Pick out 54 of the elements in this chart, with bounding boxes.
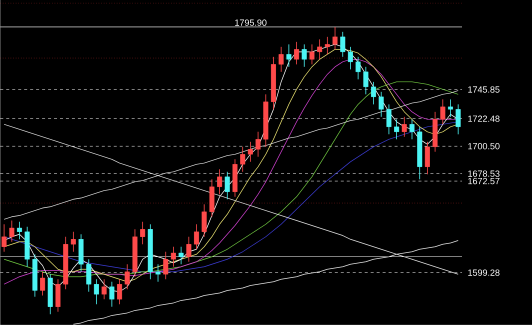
y-tick-label: 1700.50 <box>468 143 500 150</box>
candlestick <box>70 231 76 252</box>
candlestick <box>424 141 430 175</box>
candlestick <box>409 118 415 140</box>
candlestick <box>371 82 376 105</box>
candlestick <box>386 104 392 135</box>
candlestick <box>309 44 314 65</box>
candlestick <box>286 44 292 68</box>
candlestick <box>440 99 446 125</box>
candlestick <box>224 171 230 200</box>
candlestick <box>9 220 14 242</box>
candlestick <box>248 141 253 162</box>
candlestick <box>94 278 99 305</box>
candlestick <box>55 278 60 312</box>
candlestick <box>456 104 461 135</box>
candlestick <box>109 281 114 308</box>
candlestick <box>356 56 361 80</box>
candlestick <box>217 168 222 195</box>
candlestick <box>117 278 122 305</box>
candlestick <box>394 118 400 140</box>
candlestick <box>16 221 22 240</box>
candlestick <box>178 246 184 265</box>
y-tick-label: 1678.53 <box>468 170 500 177</box>
y-tick-label: 1672.57 <box>468 178 500 184</box>
ref-line-label: 1795.90 <box>235 20 267 26</box>
candlestick <box>170 246 176 268</box>
candlestick <box>194 224 200 250</box>
candlestick <box>163 251 168 280</box>
candlestick <box>124 264 130 290</box>
candlestick <box>317 39 322 60</box>
candlestick <box>402 116 407 138</box>
candlestick <box>156 264 161 282</box>
candlestick <box>40 271 46 296</box>
candlestick <box>86 258 92 292</box>
candlestick <box>2 224 7 252</box>
candlestick <box>294 42 300 65</box>
candlestick <box>240 146 246 172</box>
candlestick <box>186 236 192 262</box>
candlestick <box>278 46 284 72</box>
candlestick <box>340 32 346 58</box>
candlestick <box>448 99 453 118</box>
y-tick-label: 1722.48 <box>468 116 500 122</box>
candlestick <box>140 221 146 245</box>
candlestick <box>324 36 330 55</box>
y-tick-label: 1599.28 <box>468 270 500 276</box>
candlestick <box>348 46 353 70</box>
candlestick <box>302 44 307 68</box>
candlestick <box>363 66 368 95</box>
candlestick <box>256 131 261 158</box>
candlestick <box>378 92 384 118</box>
candlestick <box>102 278 107 300</box>
candlestick <box>202 204 207 238</box>
candlestick <box>332 26 338 50</box>
y-tick-label: 1745.85 <box>468 86 500 93</box>
